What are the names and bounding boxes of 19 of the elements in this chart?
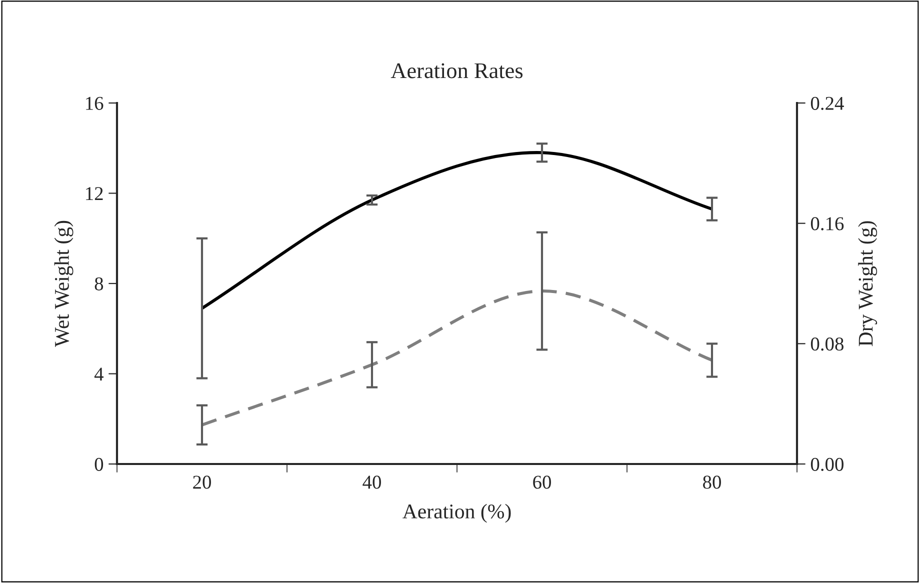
- chart-title: Aeration Rates: [390, 63, 523, 78]
- y2-tick-label: 0.24: [810, 96, 844, 110]
- y2-tick-label: 0.08: [810, 337, 844, 351]
- x-tick-label: 60: [533, 476, 551, 489]
- x-tick-label: 20: [193, 476, 211, 489]
- x-tick-label: 40: [362, 476, 381, 489]
- y-tick-label: 8: [94, 277, 104, 290]
- x-tick-label: 80: [703, 476, 721, 489]
- y2-tick-label: 0.16: [810, 217, 844, 230]
- y2-axis-title: Dry Weight (g): [858, 221, 878, 346]
- y-axis-title: Wet Weight (g): [54, 220, 74, 347]
- y-tick-label: 0: [94, 458, 104, 471]
- y-tick-label: 4: [94, 368, 104, 380]
- line-series: [200, 151, 714, 310]
- y-tick-label: 12: [86, 187, 103, 200]
- x-axis-title: Aeration (%): [402, 504, 511, 523]
- line-series: [200, 289, 714, 426]
- y-tick-label: 16: [86, 96, 104, 110]
- y2-tick-label: 0.00: [810, 458, 844, 472]
